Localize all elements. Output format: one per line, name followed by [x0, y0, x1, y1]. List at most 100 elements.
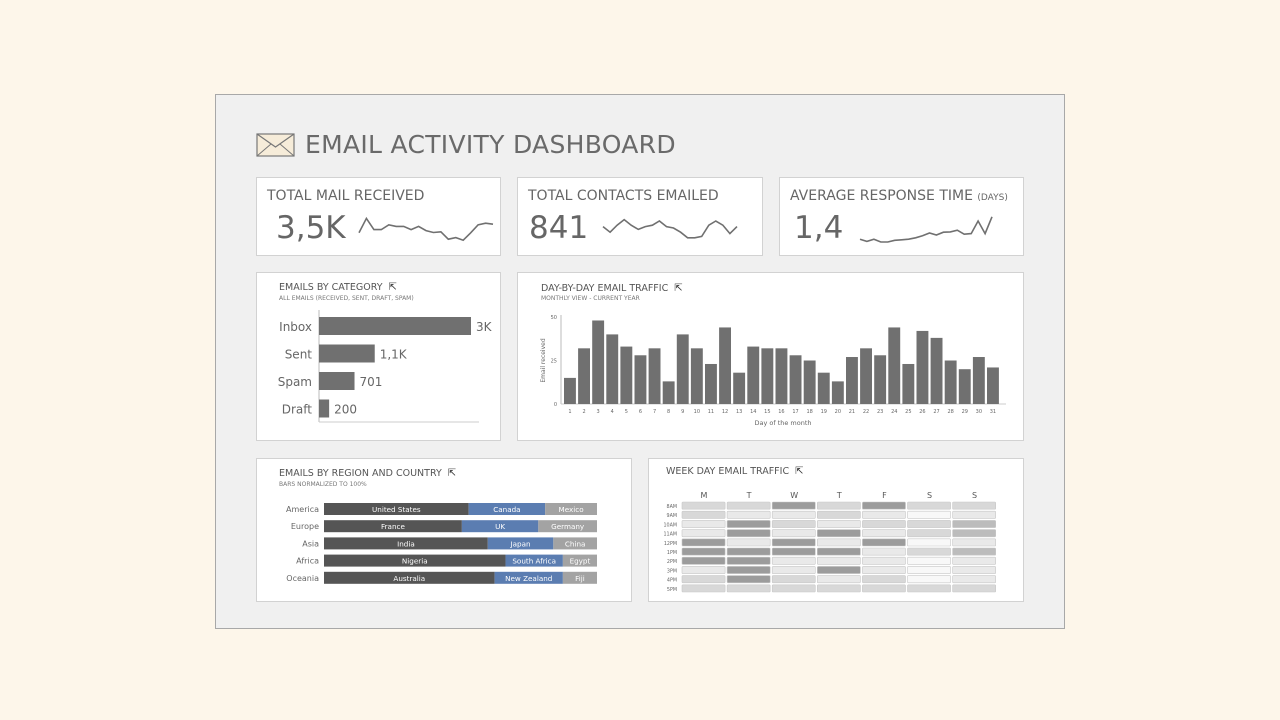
category-label: Sent	[285, 348, 313, 362]
country-label: Canada	[493, 505, 520, 514]
region-segment	[538, 520, 597, 533]
kpi-card-total-contacts[interactable]: TOTAL CONTACTS EMAILED 841	[517, 177, 763, 256]
sparkline	[358, 216, 494, 242]
chart-subtitle: MONTHLY VIEW - CURRENT YEAR	[541, 295, 640, 302]
heatmap-cell	[907, 501, 951, 510]
chart-title: WEEK DAY EMAIL TRAFFIC	[666, 466, 790, 477]
category-label: Inbox	[279, 320, 312, 334]
region-segment	[324, 520, 462, 533]
kpi-value: 1,4	[794, 210, 844, 246]
category-bar	[319, 344, 375, 363]
x-tick-label: 21	[849, 409, 855, 415]
day-bar	[972, 357, 985, 404]
heatmap-cell	[952, 547, 997, 556]
heatmap-cell	[907, 520, 951, 528]
x-tick-label: 12	[722, 409, 728, 415]
kpi-card-total-mail[interactable]: TOTAL MAIL RECEIVED 3,5K	[256, 177, 501, 256]
data-label: 200	[334, 403, 357, 417]
weekday-heatmap-card: WEEK DAY EMAIL TRAFFIC ⇱ M T W T F S S 8AM 9AM 10A…	[648, 458, 1024, 602]
heatmap-cell	[726, 566, 771, 574]
region-label: America	[286, 505, 319, 514]
heatmap-cell	[681, 556, 726, 565]
region-segment	[324, 503, 469, 515]
day-bar	[789, 355, 802, 404]
sparkline	[859, 216, 993, 243]
heatmap-cell	[862, 510, 906, 519]
country-label: Fiji	[575, 574, 585, 583]
region-segment	[562, 554, 597, 567]
heatmap-cell	[952, 566, 997, 574]
daily-chart-card: DAY-BY-DAY EMAIL TRAFFIC ⇱ MONTHLY VIEW -…	[517, 272, 1024, 441]
sparkline-line	[859, 216, 993, 243]
x-tick-label: 18	[806, 409, 812, 415]
cursor-click-icon: ⇱	[447, 468, 457, 479]
day-bar	[690, 348, 703, 404]
day-bar	[831, 381, 844, 404]
country-label: Nigeria	[402, 557, 428, 566]
day-bar	[578, 348, 590, 404]
day-bar	[719, 327, 731, 404]
day-bar	[916, 330, 929, 404]
x-tick-label: 30	[976, 409, 982, 415]
x-tick-label: 17	[792, 409, 798, 415]
heatmap-cell	[862, 566, 906, 574]
heatmap-cell	[907, 584, 951, 593]
region-label: Africa	[296, 557, 319, 566]
x-tick-label: 1	[568, 409, 571, 415]
category-bar-chart: Inbox 3K Sent 1,1K Spam 701 Draft 200	[278, 310, 493, 423]
heatmap-cell	[771, 584, 816, 593]
x-tick-label: 3	[597, 409, 600, 415]
x-axis-label: Day of the month	[754, 419, 811, 427]
heatmap-cell	[681, 529, 726, 538]
region-label: Asia	[302, 539, 319, 548]
hour-label: 5PM	[667, 587, 677, 593]
country-label: Mexico	[559, 505, 584, 514]
chart-title: EMAILS BY REGION AND COUNTRY	[279, 468, 442, 479]
heatmap-cell	[952, 520, 997, 528]
heatmap-cell	[952, 529, 997, 538]
region-segment	[468, 503, 546, 515]
heatmap-cell	[862, 547, 906, 556]
x-tick-label: 20	[835, 409, 841, 415]
day-bar	[775, 348, 788, 404]
heatmap-cell	[952, 575, 997, 584]
category-bar	[319, 317, 471, 335]
heatmap-cell	[817, 566, 861, 574]
x-tick-label: 19	[821, 409, 827, 415]
day-bar	[874, 355, 887, 404]
heatmap-cell	[771, 538, 816, 547]
heatmap-cell	[907, 556, 951, 565]
region-label: Oceania	[286, 574, 319, 583]
kpi-value: 841	[529, 210, 589, 246]
x-tick-label: 27	[933, 409, 939, 415]
sparkline	[602, 218, 738, 239]
region-segment	[324, 554, 506, 567]
heatmap-cell	[726, 520, 771, 528]
heatmap-cell	[952, 556, 997, 565]
heatmap-cell	[681, 538, 726, 547]
kpi-card-response-time[interactable]: AVERAGE RESPONSE TIME (DAYS) 1,4	[779, 177, 1024, 256]
region-segment	[562, 571, 597, 584]
data-label: 3K	[476, 320, 493, 334]
hour-label: 11AM	[663, 532, 677, 538]
y-tick-label: 50	[551, 315, 557, 321]
x-tick-label: 28	[947, 409, 953, 415]
day-bar	[817, 372, 830, 404]
chart-title: DAY-BY-DAY EMAIL TRAFFIC	[541, 283, 669, 294]
heatmap-cell	[681, 584, 726, 593]
country-label: Egypt	[570, 557, 591, 566]
heatmap-cell	[817, 520, 861, 528]
region-segment	[461, 520, 539, 533]
chart-subtitle: ALL EMAILS (RECEIVED, SENT, DRAFT, SPAM)	[279, 295, 414, 302]
heatmap-cell	[726, 584, 771, 593]
region-segment	[505, 554, 563, 567]
x-tick-label: 9	[681, 409, 684, 415]
heatmap-cell	[862, 501, 906, 510]
day-bar	[705, 363, 717, 404]
weekday-label: T	[746, 491, 752, 500]
region-segment	[487, 537, 554, 550]
heatmap-cell	[817, 510, 861, 519]
weekday-label: M	[701, 491, 708, 500]
heatmap-cell	[862, 538, 906, 547]
heatmap-cell	[726, 547, 771, 556]
